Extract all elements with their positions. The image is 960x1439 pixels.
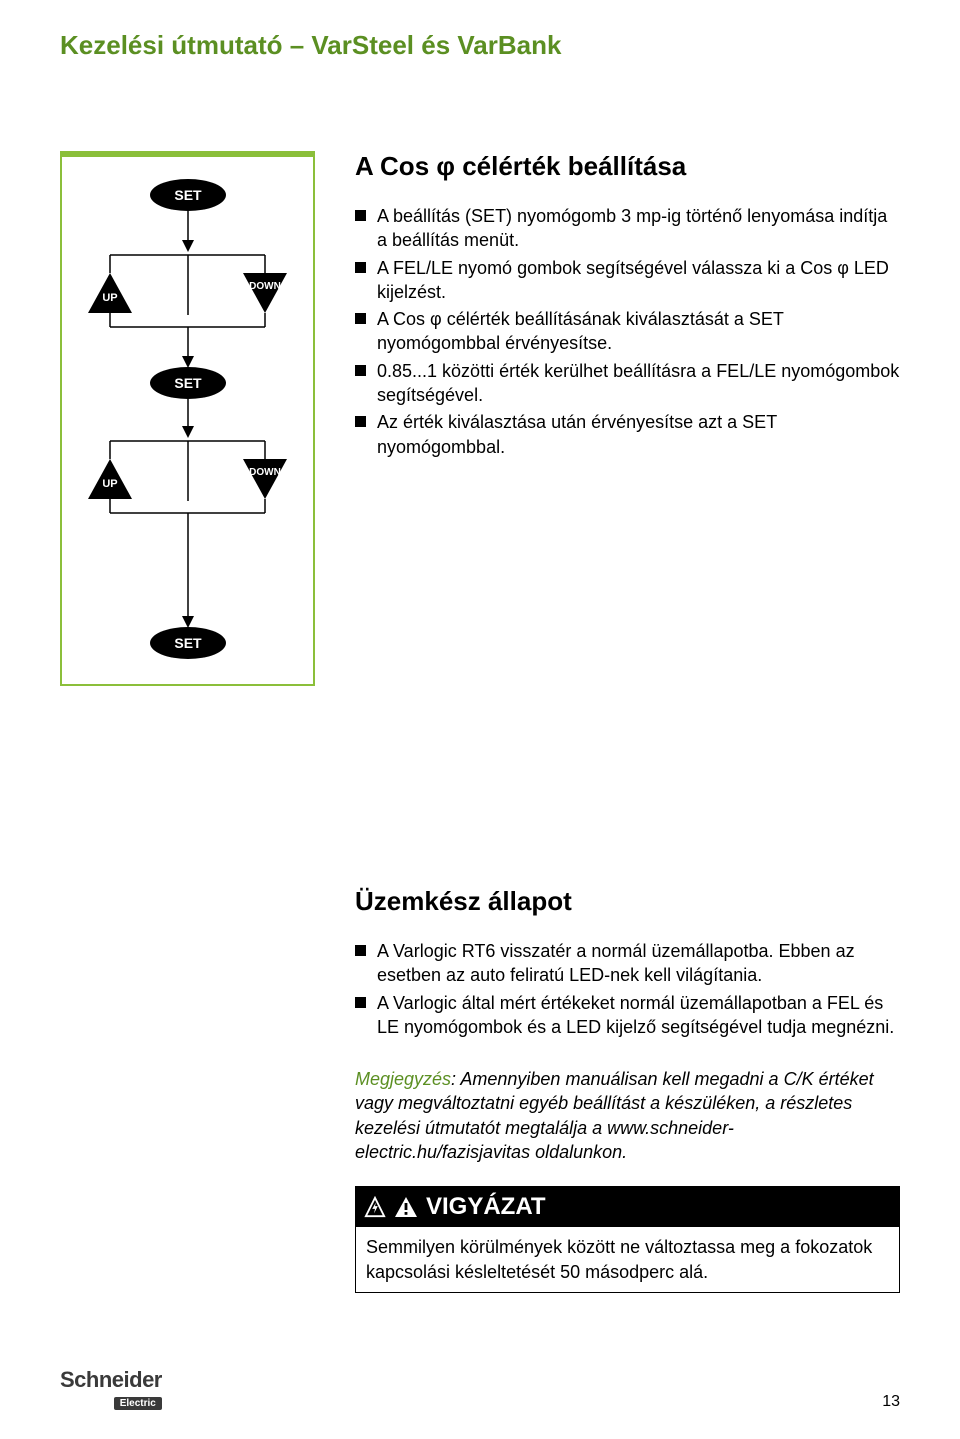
section2: Üzemkész állapot A Varlogic RT6 visszaté… <box>355 886 900 1293</box>
warning-body: Semmilyen körülmények között ne változta… <box>356 1227 899 1292</box>
section1-list: A beállítás (SET) nyomógomb 3 mp-ig tört… <box>355 204 900 459</box>
warning-box: VIGYÁZAT Semmilyen körülmények között ne… <box>355 1186 900 1293</box>
list-item: 0.85...1 közötti érték kerülhet beállítá… <box>355 359 900 408</box>
svg-text:SET: SET <box>174 375 202 391</box>
warning-header: VIGYÁZAT <box>356 1187 899 1227</box>
section2-list: A Varlogic RT6 visszatér a normál üzemál… <box>355 939 900 1039</box>
list-item: A Varlogic RT6 visszatér a normál üzemál… <box>355 939 900 988</box>
note: Megjegyzés: Amennyiben manuálisan kell m… <box>355 1067 900 1164</box>
list-item: A beállítás (SET) nyomógomb 3 mp-ig tört… <box>355 204 900 253</box>
logo-sub: Electric <box>114 1397 162 1410</box>
warning-triangle-icon <box>394 1196 418 1218</box>
flowchart-svg: SET UP DOWN SE <box>70 177 305 672</box>
list-item: A FEL/LE nyomó gombok segítségével válas… <box>355 256 900 305</box>
list-item: A Varlogic által mért értékeket normál ü… <box>355 991 900 1040</box>
section2-title: Üzemkész állapot <box>355 886 900 917</box>
flowchart-box: SET UP DOWN SE <box>60 151 315 686</box>
svg-text:UP: UP <box>102 292 117 304</box>
content-column: A Cos φ célérték beállítása A beállítás … <box>355 151 900 686</box>
warning-title: VIGYÁZAT <box>426 1193 546 1221</box>
main-layout: SET UP DOWN SE <box>60 151 900 686</box>
svg-text:DOWN: DOWN <box>249 281 281 292</box>
list-item: Az érték kiválasztása után érvényesítse … <box>355 410 900 459</box>
logo-main: Schneider <box>60 1367 162 1393</box>
note-label: Megjegyzés <box>355 1069 451 1089</box>
flowchart-column: SET UP DOWN SE <box>60 151 315 686</box>
list-item: A Cos φ célérték beállításának kiválaszt… <box>355 307 900 356</box>
svg-text:UP: UP <box>102 478 117 490</box>
bolt-icon <box>364 1196 386 1218</box>
page-header: Kezelési útmutató – VarSteel és VarBank <box>60 30 900 61</box>
svg-text:DOWN: DOWN <box>249 467 281 478</box>
section1-title: A Cos φ célérték beállítása <box>355 151 900 182</box>
svg-text:SET: SET <box>174 187 202 203</box>
page-number: 13 <box>882 1393 900 1411</box>
footer: Schneider Electric 13 <box>60 1367 900 1411</box>
svg-text:SET: SET <box>174 635 202 651</box>
schneider-logo: Schneider Electric <box>60 1367 162 1411</box>
